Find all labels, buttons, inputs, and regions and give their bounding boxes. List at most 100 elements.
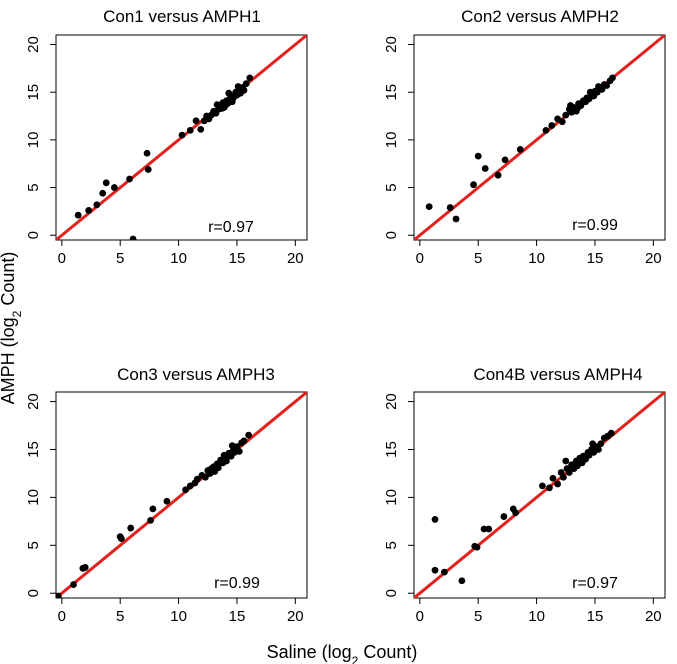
y-axis-title: AMPH (log2 Count) [0,252,24,405]
x-tick-label: 15 [229,608,246,625]
y-tick-label: 20 [383,393,400,410]
y-tick-label: 0 [25,231,42,239]
data-point [470,181,477,189]
data-point [81,563,89,571]
data-point [110,184,118,191]
data-point [182,486,189,494]
data-point [546,484,553,492]
panel-2-points [425,74,616,223]
data-point [595,446,602,453]
data-point [473,543,481,551]
panel-1-r-label: r=0.97 [208,219,254,236]
y-tick-label: 15 [25,84,42,101]
data-point [242,80,250,88]
data-point [220,104,228,111]
data-point [93,201,101,209]
x-tick-label: 10 [170,608,187,625]
panel-2-identity-line [414,35,665,240]
data-point [595,83,602,90]
y-tick-label: 10 [383,132,400,149]
y-tick-label: 5 [25,541,42,549]
data-point [228,442,236,450]
data-point [245,431,253,439]
data-point [117,535,125,542]
data-point [554,480,561,488]
data-point [603,82,611,89]
data-point [70,581,77,588]
panel-3-identity-line [56,392,307,598]
y-tick-label: 0 [25,589,42,597]
data-point [197,125,205,133]
data-point [99,189,107,197]
data-point [220,451,228,459]
data-point [214,464,222,472]
data-point [149,505,157,513]
data-point [474,152,482,160]
x-tick-label: 20 [287,608,304,625]
data-point [205,115,213,123]
y-tick-label: 20 [383,36,400,53]
y-tick-label: 20 [25,36,42,53]
x-tick-label: 5 [116,250,124,267]
data-point [500,513,508,520]
x-tick-label: 10 [528,250,545,267]
panel-4-plot-box [413,391,666,599]
data-point [192,117,200,125]
x-tick-label: 0 [58,608,66,625]
x-tick-label: 15 [587,608,604,625]
data-point [193,475,201,483]
data-point [586,88,594,96]
data-point [163,497,171,505]
y-tick-label: 15 [383,441,400,458]
data-point [213,101,221,109]
data-point [562,457,570,465]
x-tick-label: 0 [416,250,424,267]
x-tick-label: 20 [645,250,662,267]
data-point [548,122,556,129]
data-point [542,126,550,134]
panel-1-points [74,74,254,240]
data-point [56,592,62,598]
panel-3-points [56,431,253,598]
data-point [562,111,570,119]
data-point [425,203,433,211]
panel-2-r-label: r=0.99 [572,217,618,234]
data-point [485,525,493,533]
data-point [567,102,574,109]
panel-3: Con3 versus AMPH3 0 0 5 5 10 10 15 15 20 20 r=0.9… [25,365,308,625]
data-point [516,146,524,153]
y-tick-label: 20 [25,393,42,410]
data-point [597,440,605,448]
y-tick-label: 15 [383,84,400,101]
panel-2-ticks: 0 0 5 5 10 10 15 15 20 20 [383,36,662,267]
x-tick-label: 0 [58,250,66,267]
panel-4-identity-line [414,392,665,598]
data-point [225,89,233,97]
data-point [246,74,254,82]
x-tick-label: 10 [170,250,187,267]
y-tick-label: 0 [383,231,400,239]
y-tick-label: 10 [383,489,400,506]
data-point [539,482,546,490]
data-point [512,509,519,517]
panel-3-plot-box [55,391,308,599]
data-point [235,448,243,455]
data-point [501,156,509,164]
data-point [126,175,133,183]
data-point [240,437,248,445]
data-point [102,179,110,187]
y-tick-label: 10 [25,132,42,149]
data-point [589,440,597,448]
panel-3-title: Con3 versus AMPH3 [117,365,275,384]
y-tick-label: 0 [383,589,400,597]
data-point [607,429,615,437]
panel-4-points [431,429,615,585]
x-tick-label: 15 [229,250,246,267]
data-point [458,577,466,585]
data-point [202,473,209,481]
data-point [565,469,573,476]
data-point [480,525,488,533]
y-tick-label: 5 [383,541,400,549]
data-point [234,83,242,90]
